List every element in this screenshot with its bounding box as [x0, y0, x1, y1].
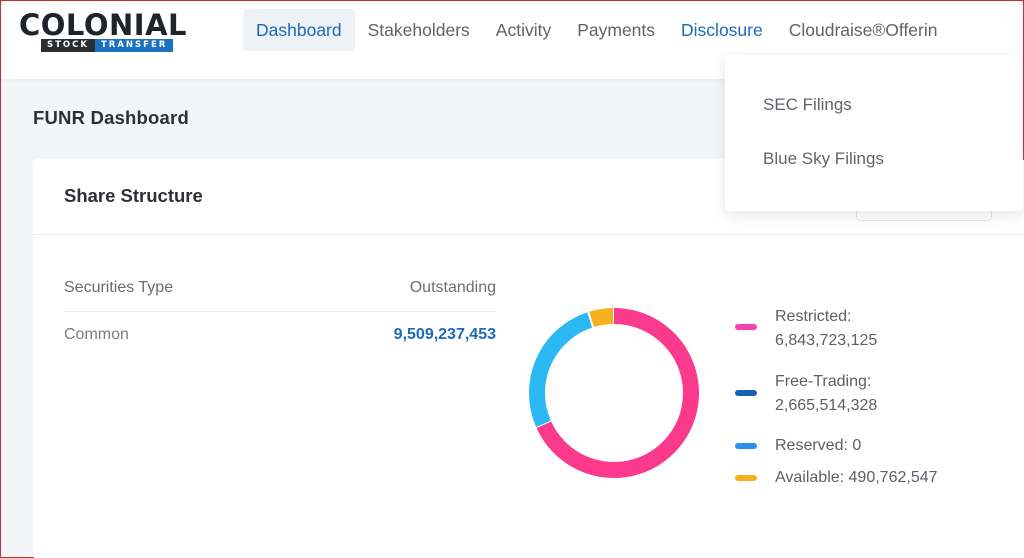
donut-slice-restricted[interactable]	[536, 308, 699, 478]
donut-slice-available[interactable]	[588, 308, 615, 328]
securities-table: Securities Type Outstanding Common 9,509…	[64, 279, 496, 344]
nav-payments[interactable]: Payments	[577, 20, 656, 40]
legend-restricted-title: Restricted:	[775, 308, 852, 325]
nav-disclosure[interactable]: Disclosure	[681, 20, 763, 40]
donut-separator	[586, 310, 595, 329]
legend-restricted-value: 6,843,723,125	[775, 332, 878, 349]
legend-free-trading-title: Free-Trading:	[775, 373, 872, 390]
legend-swatch-restricted	[735, 324, 757, 330]
donut-slice-free-trading[interactable]	[529, 312, 594, 428]
main-nav: Dashboard Stakeholders Activity Payments…	[243, 9, 950, 51]
card-title: Share Structure	[64, 185, 203, 206]
legend-swatch-free-trading	[735, 390, 757, 396]
legend-label-reserved: Reserved: 0	[775, 437, 862, 454]
table-row: Common 9,509,237,453	[64, 312, 496, 344]
legend-free-trading-value: 2,665,514,328	[775, 397, 878, 414]
cell-outstanding[interactable]: 9,509,237,453	[393, 326, 496, 343]
menu-item-sec-filings[interactable]: SEC Filings	[763, 95, 852, 114]
menu-item-blue-sky-filings[interactable]: Blue Sky Filings	[763, 149, 884, 168]
nav-activity[interactable]: Activity	[495, 20, 552, 40]
table-header: Securities Type Outstanding	[64, 279, 496, 312]
page-title: FUNR Dashboard	[33, 107, 189, 128]
legend-swatch-reserved	[735, 443, 757, 449]
logo-tagline: STOCK TRANSFER	[41, 39, 221, 52]
logo-tagline-right: TRANSFER	[94, 39, 174, 52]
nav-cloudraise-offering[interactable]: Cloudraise®Offerin	[788, 20, 938, 40]
logo-tagline-left: STOCK	[41, 39, 95, 52]
share-structure-card: Share Structure ⌄ Securities Type Outsta…	[33, 159, 1024, 558]
legend-label-restricted: Restricted: 6,843,723,125	[775, 305, 877, 353]
column-header-securities-type: Securities Type	[64, 279, 174, 296]
top-bar: COLONIAL STOCK TRANSFER Dashboard Stakeh…	[1, 1, 1023, 79]
column-header-outstanding: Outstanding	[409, 279, 496, 296]
nav-dashboard[interactable]: Dashboard	[243, 9, 355, 51]
legend-swatch-available	[735, 475, 757, 481]
logo-wordmark: COLONIAL	[19, 8, 188, 42]
legend-label-free-trading: Free-Trading: 2,665,514,328	[775, 370, 877, 418]
disclosure-dropdown-menu: SEC Filings Blue Sky Filings	[725, 55, 1023, 211]
logo[interactable]: COLONIAL STOCK TRANSFER	[19, 9, 219, 53]
share-structure-donut-chart	[529, 307, 699, 478]
cell-securities-type: Common	[64, 326, 129, 343]
legend-label-available: Available: 490,762,547	[775, 469, 938, 486]
nav-stakeholders[interactable]: Stakeholders	[367, 20, 470, 40]
